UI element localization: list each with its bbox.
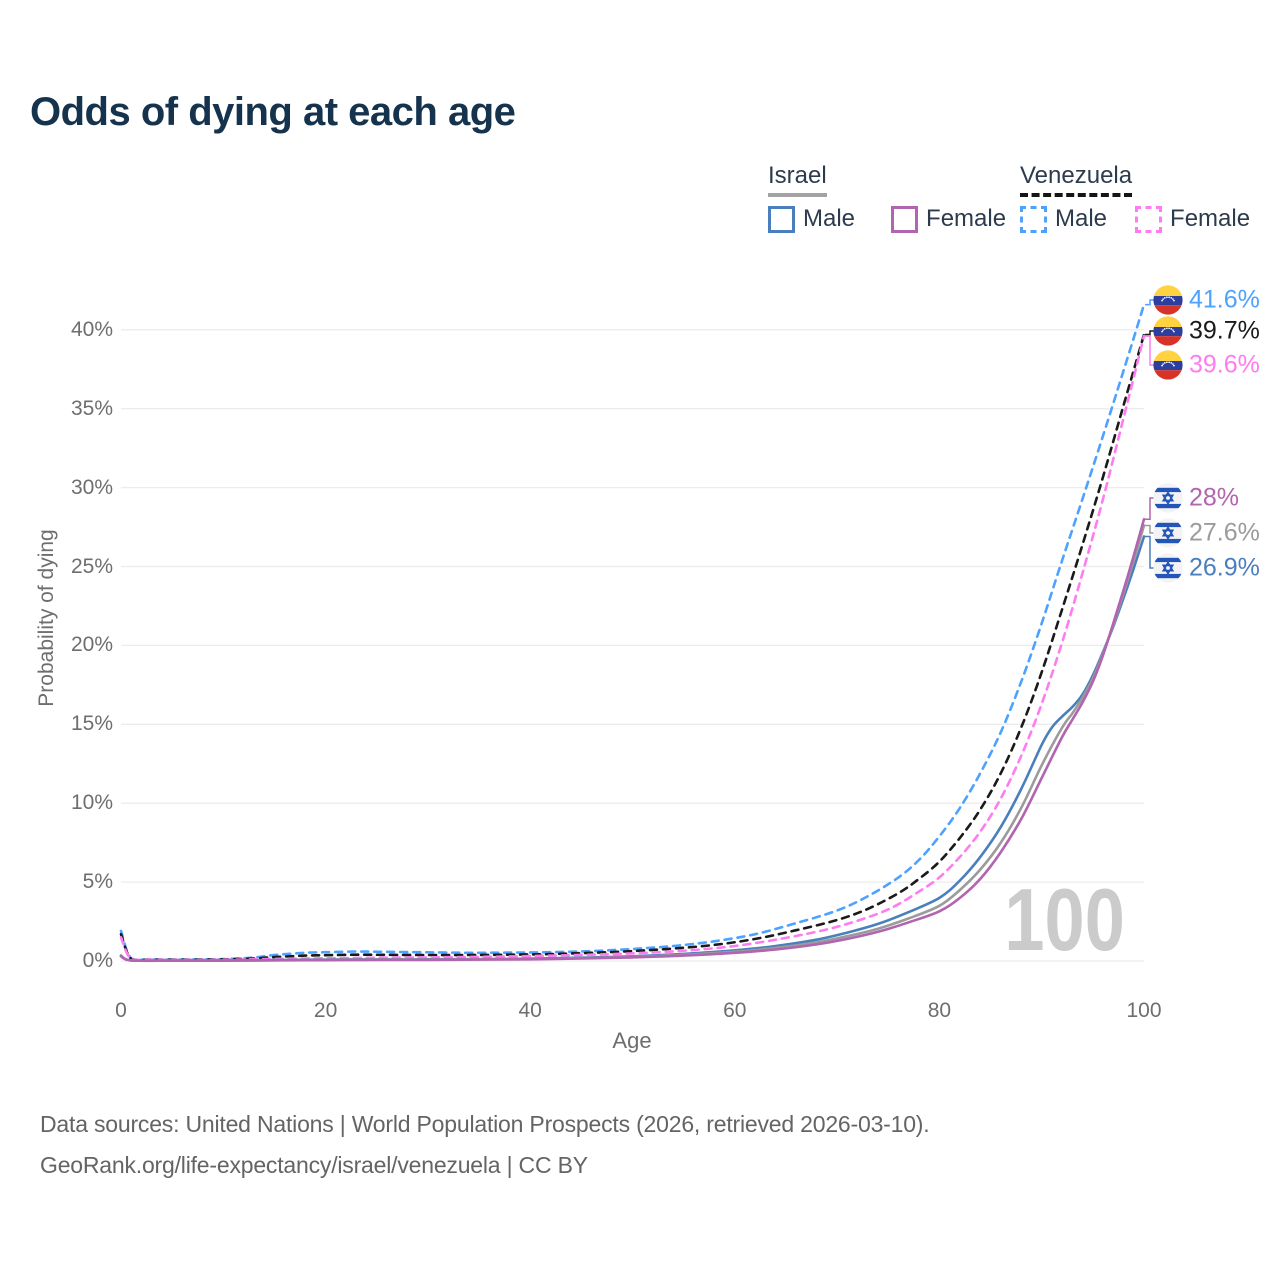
x-tick-label: 40 — [518, 999, 542, 1022]
x-tick-label: 20 — [313, 999, 338, 1022]
y-tick-label: 20% — [70, 633, 113, 657]
end-label-connector — [1145, 330, 1154, 336]
venezuela-flag-icon — [1153, 285, 1183, 315]
legend-swatch-venezuela-female[interactable] — [1135, 205, 1163, 233]
x-tick-label: 60 — [723, 999, 747, 1022]
legend-label-venezuela-female[interactable]: Female — [1170, 205, 1251, 232]
israel-flag-icon — [1153, 518, 1183, 548]
israel-flag-icon — [1153, 553, 1183, 583]
venezuela-flag-icon — [1153, 350, 1183, 380]
legend-group-israel: Israel Male Female — [768, 162, 1006, 233]
legend-label-israel-male[interactable]: Male — [803, 205, 856, 232]
footer: Data sources: United Nations | World Pop… — [40, 1104, 930, 1186]
y-tick-label: 25% — [70, 554, 113, 578]
end-label-connector — [1145, 535, 1154, 569]
venezuela-flag-icon — [1153, 316, 1183, 346]
end-label-value: 27.6% — [1189, 518, 1260, 547]
legend-swatch-israel-male[interactable] — [768, 205, 795, 233]
israel-flag-icon — [1153, 483, 1183, 513]
footer-data-sources: Data sources: United Nations | World Pop… — [40, 1111, 930, 1137]
x-tick-label: 100 — [1126, 999, 1162, 1022]
legend-title-venezuela: Venezuela — [1020, 162, 1133, 197]
y-tick-label: 10% — [70, 791, 113, 815]
end-label-value: 39.7% — [1189, 316, 1260, 345]
legend-label-venezuela-male[interactable]: Male — [1055, 205, 1108, 232]
end-label-value: 39.6% — [1189, 350, 1260, 379]
current-age-watermark: 100 — [1004, 870, 1125, 969]
legend-swatch-venezuela-male[interactable] — [1020, 205, 1047, 233]
end-label-connector — [1145, 497, 1154, 520]
legend-group-venezuela: Venezuela Male Female — [1020, 162, 1250, 233]
x-axis-title: Age — [612, 1028, 652, 1053]
footer-attribution: GeoRank.org/life-expectancy/israel/venez… — [40, 1151, 588, 1178]
y-tick-label: 5% — [82, 870, 113, 894]
y-tick-label: 0% — [82, 949, 113, 972]
end-label-connector — [1145, 524, 1154, 534]
y-tick-label: 15% — [70, 712, 113, 736]
series-line-venezuela_male[interactable] — [119, 303, 1146, 962]
end-label-connector — [1145, 335, 1154, 366]
y-tick-label: 35% — [70, 396, 113, 420]
end-label-value: 26.9% — [1189, 553, 1260, 582]
legend-label-israel-female[interactable]: Female — [926, 205, 1007, 232]
x-tick-label: 80 — [927, 999, 952, 1022]
series-line-israel_total[interactable] — [119, 524, 1146, 963]
page-title: Odds of dying at each age — [30, 90, 516, 134]
end-label-value: 28% — [1189, 483, 1240, 512]
end-label-connector — [1145, 299, 1154, 306]
x-tick-label: 0 — [115, 999, 127, 1022]
series-line-israel_female[interactable] — [119, 517, 1146, 963]
legend-swatch-israel-female[interactable] — [891, 205, 919, 233]
y-tick-label: 40% — [70, 317, 113, 341]
y-tick-label: 30% — [70, 475, 113, 499]
legend-title-israel: Israel — [768, 162, 827, 197]
end-label-value: 41.6% — [1189, 285, 1260, 314]
series-line-israel_male[interactable] — [119, 535, 1146, 962]
